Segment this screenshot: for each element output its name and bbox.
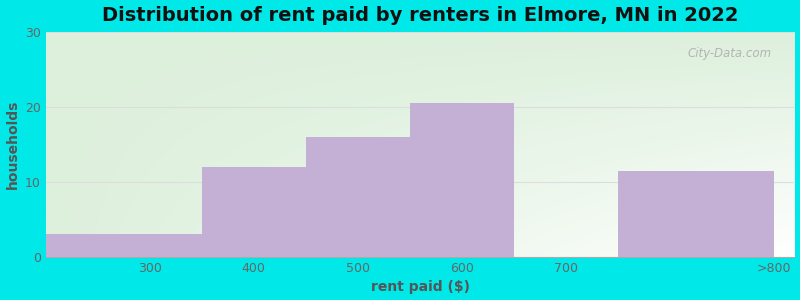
Y-axis label: households: households xyxy=(6,100,19,189)
Bar xyxy=(306,137,410,257)
Text: City-Data.com: City-Data.com xyxy=(688,47,772,60)
Bar xyxy=(618,171,774,257)
Bar xyxy=(46,235,202,257)
Bar xyxy=(202,167,306,257)
Bar xyxy=(410,103,514,257)
X-axis label: rent paid ($): rent paid ($) xyxy=(370,280,470,294)
Title: Distribution of rent paid by renters in Elmore, MN in 2022: Distribution of rent paid by renters in … xyxy=(102,6,738,25)
